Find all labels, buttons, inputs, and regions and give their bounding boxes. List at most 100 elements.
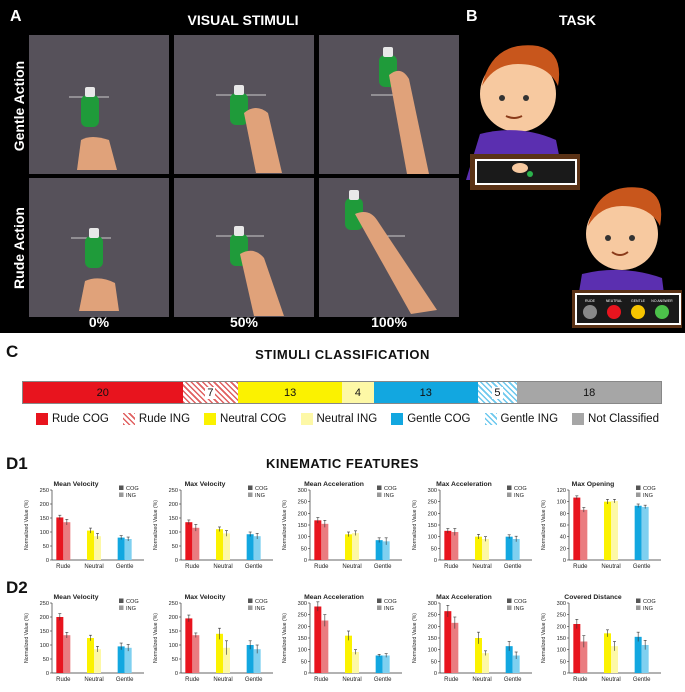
legend-label: Gentle ING [500, 413, 559, 425]
bar-neutral-cog [216, 529, 223, 560]
y-tick-label: 80 [560, 511, 566, 517]
y-tick-label: 0 [563, 558, 566, 564]
y-tick-label: 200 [428, 511, 437, 517]
bar-rude-ing [451, 532, 459, 560]
y-tick-label: 40 [560, 535, 566, 541]
bar-gentle-cog [117, 537, 125, 560]
bar-neutral-cog [604, 501, 611, 560]
legend-swatch [248, 605, 253, 610]
bar-neutral-ing [352, 652, 359, 673]
bottle-and-hand-image [69, 87, 117, 170]
legend-swatch [636, 605, 641, 610]
bar-rude-cog [185, 618, 193, 673]
x-tick-label: Neutral [213, 677, 232, 683]
bottle-and-hand-image [216, 85, 282, 173]
x-tick-label: Gentle [633, 677, 651, 683]
bar-gentle-ing [124, 647, 132, 673]
bar-neutral-ing [611, 501, 618, 560]
y-tick-label: 250 [428, 613, 437, 619]
x-tick-label: Neutral [601, 564, 620, 570]
chart-title: Max Velocity [185, 594, 226, 601]
segment-value: 20 [96, 386, 109, 399]
y-tick-label: 300 [298, 601, 307, 607]
bar-neutral-ing [223, 647, 230, 673]
segment-value: 18 [583, 386, 596, 399]
legend-label: COG [255, 599, 268, 605]
y-tick-label: 150 [298, 523, 307, 529]
legend-label: ING [384, 493, 394, 499]
bar-gentle-cog [117, 646, 125, 673]
bar-rude-cog [185, 522, 193, 560]
y-tick-label: 250 [428, 500, 437, 506]
row-label-d1: D1 [6, 454, 28, 473]
y-tick-label: 0 [175, 671, 178, 677]
legend-item: Gentle ING [484, 413, 559, 425]
x-tick-label: Neutral [601, 677, 620, 683]
legend-swatch [248, 492, 253, 497]
y-axis-label: Normalized Value (%) [282, 613, 288, 663]
y-tick-label: 150 [40, 516, 49, 522]
classification-legend: Rude COG Rude ING Neutral COG Neutral ING Ge… [36, 413, 659, 425]
kinematic-chart: Max Velocity Normalized Value (%) 0 50 100 15… [151, 476, 276, 579]
bar-rude-ing [321, 523, 329, 560]
classification-segment: 18 [517, 382, 661, 403]
x-tick-label: Neutral [84, 677, 103, 683]
kinematic-chart: Mean Acceleration Normalized Value (%) 0 50… [280, 476, 405, 579]
panel-b-title: TASK [558, 12, 597, 28]
legend-item: Neutral COG [204, 413, 287, 425]
y-axis-label: Normalized Value (%) [412, 613, 418, 663]
x-tick-label: Rude [185, 677, 200, 683]
y-axis-label: Normalized Value (%) [153, 500, 159, 550]
x-tick-label: Neutral [342, 564, 361, 570]
legend-swatch [122, 413, 135, 425]
kinematic-chart: Max Opening Normalized Value (%) 0 20 40 60 80… [539, 476, 664, 579]
bar-gentle-ing [382, 655, 390, 673]
y-tick-label: 50 [301, 659, 307, 665]
y-tick-label: 200 [169, 615, 178, 621]
y-axis-label: Normalized Value (%) [541, 613, 547, 663]
x-tick-label: Rude [573, 564, 588, 570]
bar-rude-ing [451, 622, 459, 673]
legend-label: COG [255, 486, 268, 492]
legend-item: Rude ING [122, 413, 190, 425]
legend-swatch [507, 605, 512, 610]
legend-swatch [636, 598, 641, 603]
y-tick-label: 100 [557, 648, 566, 654]
legend-label: COG [126, 599, 139, 605]
legend-swatch [636, 485, 641, 490]
legend-swatch [377, 485, 382, 490]
bar-neutral-cog [216, 633, 223, 673]
x-tick-label: Rude [314, 564, 329, 570]
y-tick-label: 100 [40, 643, 49, 649]
y-tick-label: 50 [172, 657, 178, 663]
legend-label: ING [384, 606, 394, 612]
bar-neutral-cog [345, 635, 352, 673]
x-tick-label: Gentle [374, 564, 392, 570]
y-tick-label: 100 [169, 643, 178, 649]
bar-neutral-ing [611, 646, 618, 673]
y-tick-label: 250 [298, 613, 307, 619]
panel-b-label: B [466, 8, 478, 25]
y-tick-label: 100 [428, 535, 437, 541]
bar-gentle-cog [634, 505, 642, 560]
task-button-rude: RUDE [585, 299, 596, 303]
y-tick-label: 50 [301, 546, 307, 552]
legend-label: Neutral ING [316, 413, 378, 425]
stimulus-frame [319, 178, 459, 317]
kinematic-title: KINEMATIC FEATURES [266, 456, 419, 471]
x-tick-label: Neutral [472, 677, 491, 683]
y-tick-label: 100 [557, 500, 566, 506]
y-tick-label: 200 [40, 502, 49, 508]
bar-gentle-ing [641, 506, 649, 560]
legend-swatch [119, 485, 124, 490]
task-button-neutral: NEUTRAL [606, 299, 622, 303]
legend-item: Neutral ING [300, 413, 378, 425]
y-axis-label: Normalized Value (%) [153, 613, 159, 663]
bar-gentle-ing [512, 539, 520, 560]
row-label-rude: Rude Action [11, 207, 27, 289]
chart-title: Max Acceleration [436, 481, 492, 488]
panel-c-title: STIMULI CLASSIFICATION [255, 347, 430, 362]
legend-label: Not Classified [588, 413, 659, 425]
x-tick-label: Neutral [342, 677, 361, 683]
bottle-and-hand-image [371, 47, 429, 174]
